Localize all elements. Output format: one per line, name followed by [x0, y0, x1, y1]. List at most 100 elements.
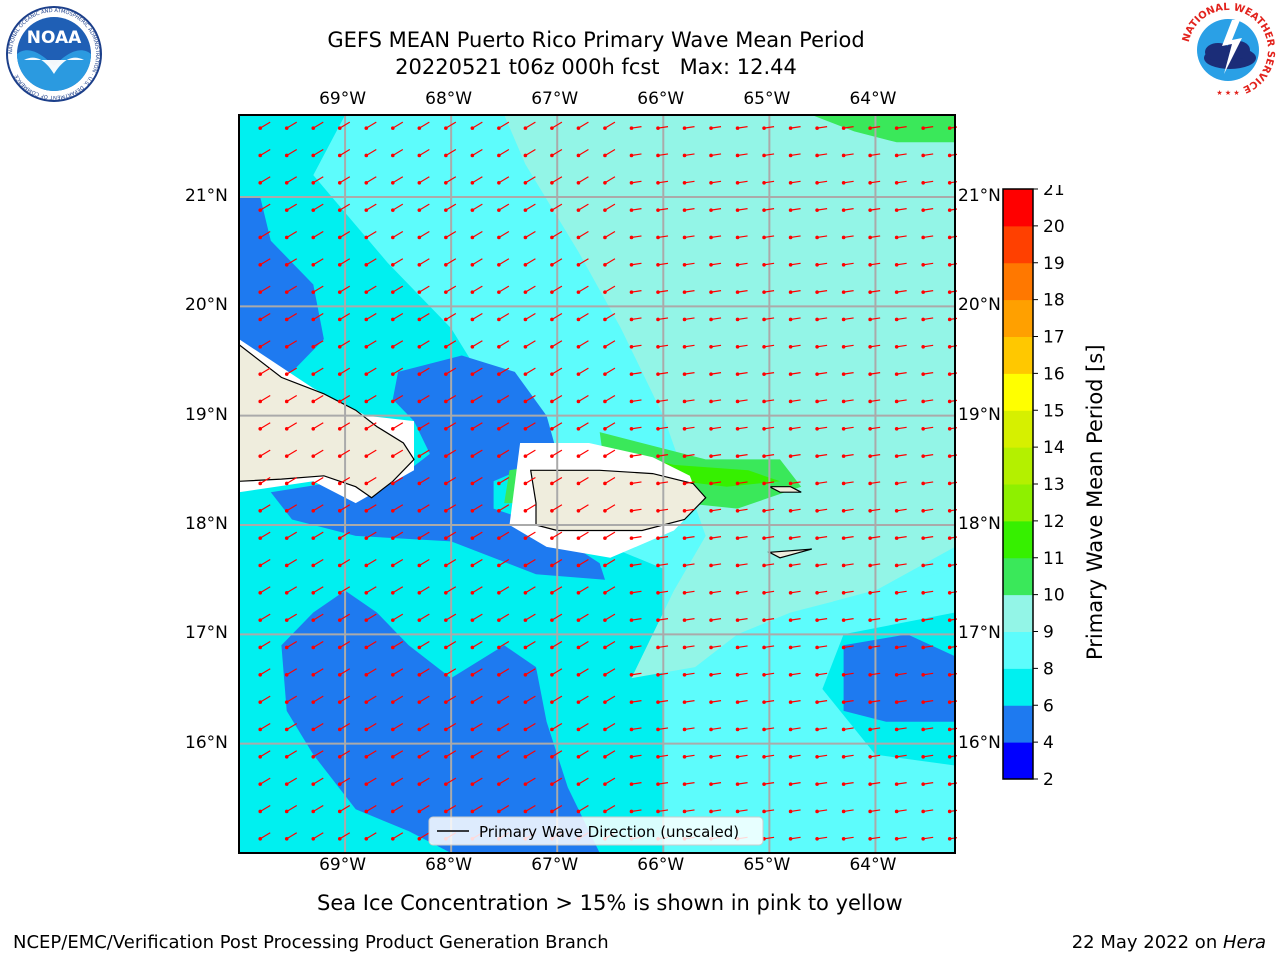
- wave-arrow-head: [947, 344, 952, 349]
- wave-arrow-head: [470, 344, 475, 349]
- wave-arrow: [578, 722, 589, 730]
- wave-arrow-head: [497, 481, 501, 486]
- wave-arrow: [472, 394, 483, 402]
- legend-box: [428, 816, 764, 846]
- wave-arrow: [525, 586, 536, 594]
- wave-arrow-head: [364, 563, 369, 568]
- wave-arrow-head: [470, 180, 475, 185]
- wave-arrow-head: [656, 618, 660, 622]
- wave-arrow-head: [391, 399, 395, 404]
- wave-arrow: [604, 340, 616, 348]
- wave-arrow-head: [364, 262, 369, 267]
- wave-arrow-head: [364, 536, 369, 540]
- wave-arrow: [498, 449, 510, 457]
- wave-arrow-head: [337, 153, 342, 158]
- wave-arrow: [525, 668, 536, 676]
- wave-arrow-head: [550, 153, 554, 158]
- wave-arrow: [392, 258, 404, 266]
- wave-arrow-head: [788, 153, 793, 158]
- wave-arrow-head: [921, 454, 925, 458]
- wave-arrow-head: [284, 754, 289, 759]
- wave-arrow: [604, 804, 616, 812]
- wave-arrow-head: [470, 317, 475, 322]
- wave-arrow-head: [444, 317, 448, 322]
- wave-arrow-head: [523, 754, 528, 759]
- wave-arrow-head: [709, 344, 713, 349]
- wave-arrow-head: [470, 481, 475, 486]
- wave-arrow: [312, 230, 324, 238]
- wave-arrow-head: [444, 563, 448, 568]
- wave-arrow: [551, 121, 563, 129]
- map-plot: Primary Wave Direction (unscaled): [238, 114, 957, 854]
- wave-arrow: [259, 476, 271, 484]
- colorbar-segment: [1003, 742, 1033, 780]
- wave-arrow-head: [284, 426, 289, 431]
- wave-arrow-head: [523, 782, 528, 786]
- wave-arrow: [339, 504, 351, 512]
- wave-arrow-head: [735, 153, 740, 158]
- wave-arrow-head: [523, 126, 528, 130]
- wave-arrow-head: [868, 399, 872, 404]
- wave-arrow-head: [868, 508, 872, 513]
- wave-arrow-head: [709, 208, 713, 212]
- wave-arrow-head: [894, 727, 899, 732]
- wave-arrow-head: [656, 317, 660, 322]
- wave-arrow-head: [603, 208, 607, 212]
- noaa-logo: NOAA NATIONAL OCEANIC AND ATMOSPHERIC AD…: [4, 4, 104, 104]
- wave-arrow: [498, 367, 510, 375]
- colorbar-segment: [1003, 447, 1033, 485]
- wave-arrow-head: [629, 290, 634, 294]
- wave-arrow-head: [603, 344, 607, 349]
- wave-arrow: [525, 340, 536, 348]
- wave-arrow-head: [417, 153, 422, 158]
- wave-arrow-head: [417, 754, 422, 759]
- wave-arrow: [498, 121, 510, 129]
- wave-arrow-head: [629, 809, 634, 814]
- wave-arrow: [286, 832, 298, 840]
- wave-arrow-head: [921, 290, 925, 294]
- wave-arrow: [365, 695, 377, 703]
- chart-title-line1: GEFS MEAN Puerto Rico Primary Wave Mean …: [327, 28, 865, 52]
- wave-arrow-head: [815, 208, 819, 212]
- wave-arrow: [445, 613, 457, 621]
- wave-arrow-head: [364, 235, 369, 240]
- wave-arrow-head: [947, 208, 952, 212]
- wave-arrow-head: [470, 672, 475, 677]
- wave-arrow-head: [470, 782, 475, 786]
- wave-arrow: [419, 531, 430, 539]
- wave-arrow-head: [788, 372, 793, 376]
- wave-arrow-head: [417, 454, 422, 458]
- wave-arrow: [551, 504, 563, 512]
- wave-arrow-head: [576, 672, 581, 677]
- wave-arrow: [419, 668, 430, 676]
- wave-arrow-head: [735, 372, 740, 376]
- wave-arrow-head: [682, 126, 687, 130]
- wave-arrow-head: [894, 372, 899, 376]
- wave-arrow-head: [470, 727, 475, 732]
- wave-arrow-head: [311, 262, 316, 267]
- wave-arrow-head: [947, 754, 952, 759]
- wave-arrow-head: [656, 782, 660, 786]
- wave-arrow-head: [921, 700, 925, 704]
- wave-arrow-head: [444, 481, 448, 486]
- noaa-logo-text: NOAA: [27, 28, 82, 48]
- wave-arrow: [472, 750, 483, 758]
- wave-arrow-head: [337, 399, 342, 404]
- wave-arrow: [419, 394, 430, 402]
- wave-arrow: [312, 504, 324, 512]
- wave-arrow: [472, 558, 483, 566]
- wave-arrow: [286, 613, 298, 621]
- wave-arrow-head: [364, 809, 369, 814]
- wave-arrow: [525, 394, 536, 402]
- colorbar-tick-label: 13: [1043, 475, 1065, 495]
- lat-tick-left: 19°N: [185, 404, 228, 425]
- wave-arrow-head: [497, 426, 501, 431]
- wave-arrow: [259, 285, 271, 293]
- wave-arrow-head: [735, 208, 740, 212]
- wave-arrow-head: [788, 645, 793, 650]
- wave-arrow: [604, 476, 616, 484]
- wave-arrow-head: [391, 372, 395, 376]
- wave-arrow: [498, 476, 510, 484]
- wave-arrow-head: [444, 782, 448, 786]
- wave-arrow: [419, 558, 430, 566]
